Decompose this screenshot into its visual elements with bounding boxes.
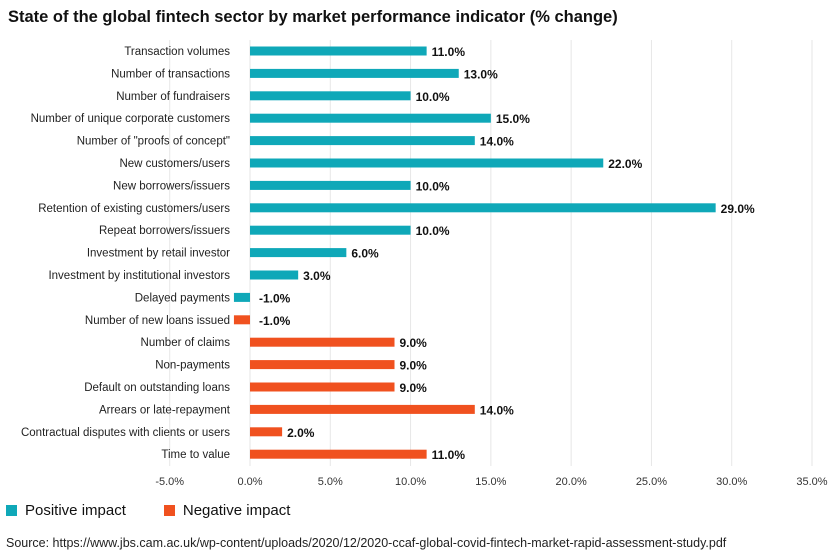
legend-item-negative: Negative impact (163, 502, 291, 519)
data-label: 9.0% (400, 381, 428, 395)
category-label: Number of "proofs of concept" (77, 136, 230, 148)
chart-title: State of the global fintech sector by ma… (8, 8, 618, 26)
category-label: Retention of existing customers/users (38, 203, 230, 215)
bar (250, 382, 395, 392)
data-label: 22.0% (608, 157, 642, 171)
bar (250, 158, 604, 168)
category-label: Repeat borrowers/issuers (99, 225, 230, 237)
data-label: 11.0% (432, 448, 466, 462)
data-label: 14.0% (480, 135, 514, 149)
bar (250, 270, 299, 280)
category-label: Contractual disputes with clients or use… (21, 427, 230, 439)
x-tick-label: 25.0% (636, 476, 667, 488)
data-label: 13.0% (464, 67, 498, 81)
data-label: 2.0% (287, 426, 315, 440)
data-label: 10.0% (416, 224, 450, 238)
bar (250, 203, 716, 213)
legend-label-negative: Negative impact (182, 502, 291, 519)
legend-swatch-negative (163, 505, 175, 516)
bar (250, 337, 395, 347)
bar (250, 113, 491, 123)
x-tick-label: 30.0% (716, 476, 747, 488)
data-label: 14.0% (480, 403, 514, 417)
bar (250, 225, 411, 235)
data-label: -1.0% (259, 314, 291, 328)
data-label: 6.0% (351, 247, 379, 261)
category-label: Non-payments (155, 360, 230, 372)
data-label: 15.0% (496, 112, 530, 126)
legend: Positive impact Negative impact (6, 502, 290, 519)
bar (233, 292, 250, 302)
x-tick-label: 20.0% (556, 476, 587, 488)
bar (250, 136, 475, 146)
bar (250, 360, 395, 370)
legend-item-positive: Positive impact (6, 502, 126, 519)
category-label: New borrowers/issuers (113, 180, 230, 192)
bar (250, 68, 459, 78)
x-tick-label: 10.0% (395, 476, 426, 488)
source-note: Source: https://www.jbs.cam.ac.uk/wp-con… (6, 536, 727, 550)
category-label: Arrears or late-repayment (99, 404, 231, 416)
legend-label-positive: Positive impact (25, 502, 126, 519)
bar (250, 180, 411, 190)
category-label: Investment by institutional investors (48, 270, 230, 282)
category-label: Number of new loans issued (85, 315, 230, 327)
x-tick-label: -5.0% (155, 476, 184, 488)
category-label: Delayed payments (135, 292, 230, 304)
bar (250, 248, 347, 258)
category-label: Number of unique corporate customers (31, 113, 231, 125)
category-label: New customers/users (119, 158, 230, 170)
category-label: Number of transactions (111, 68, 230, 80)
bar (250, 427, 283, 437)
bar (233, 315, 250, 325)
data-label: 10.0% (416, 90, 450, 104)
data-label: 9.0% (400, 336, 428, 350)
category-label: Number of fundraisers (116, 91, 230, 103)
bar (250, 46, 427, 56)
x-tick-label: 0.0% (237, 476, 262, 488)
bar (250, 449, 427, 459)
category-label: Number of claims (141, 337, 231, 349)
bar (250, 91, 411, 101)
category-label: Time to value (161, 449, 230, 461)
x-tick-label: 35.0% (796, 476, 827, 488)
category-label: Default on outstanding loans (84, 382, 230, 394)
bar (250, 404, 475, 414)
data-label: -1.0% (259, 291, 291, 305)
category-label: Investment by retail investor (87, 248, 230, 260)
legend-swatch-positive (6, 505, 17, 516)
data-label: 11.0% (432, 45, 466, 59)
x-tick-label: 5.0% (318, 476, 343, 488)
x-tick-label: 15.0% (475, 476, 506, 488)
category-label: Transaction volumes (124, 46, 230, 58)
data-label: 10.0% (416, 179, 450, 193)
data-label: 9.0% (400, 359, 428, 373)
data-label: 29.0% (721, 202, 755, 216)
data-label: 3.0% (303, 269, 331, 283)
bar-chart: -5.0% 0.0% 5.0% 10.0% 15.0% 20.0% 25.0% 30.0% 35… (21, 40, 828, 488)
